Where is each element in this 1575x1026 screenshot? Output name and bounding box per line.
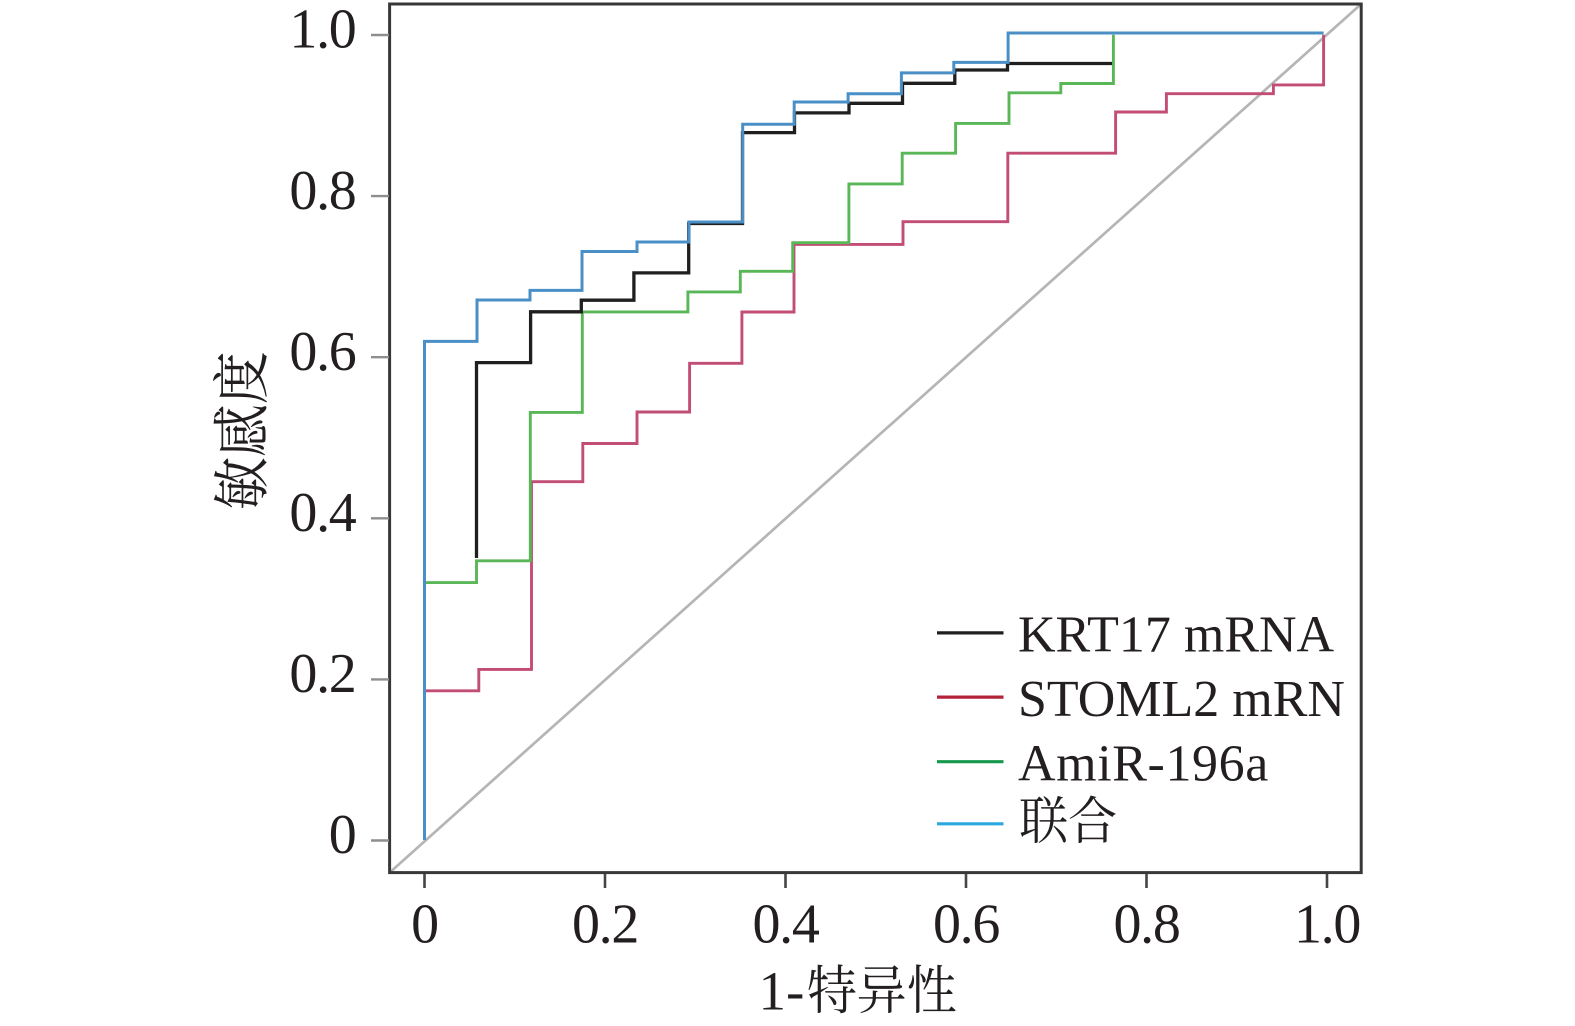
svg-text:STOML2 mRN: STOML2 mRN: [1018, 671, 1345, 728]
svg-text:1-: 1-: [759, 961, 805, 1022]
svg-text:KRT17 mRNA: KRT17 mRNA: [1018, 607, 1335, 664]
svg-text:0: 0: [329, 804, 356, 866]
svg-text:AmiR-196a: AmiR-196a: [1018, 735, 1269, 792]
svg-text:1.0: 1.0: [289, 0, 355, 61]
svg-text:0.4: 0.4: [289, 482, 356, 544]
svg-text:0.2: 0.2: [572, 894, 638, 956]
svg-text:0: 0: [411, 894, 438, 956]
svg-text:0.4: 0.4: [752, 894, 819, 956]
svg-text:0.6: 0.6: [933, 894, 999, 956]
svg-text:0.8: 0.8: [289, 160, 355, 222]
svg-text:1.0: 1.0: [1294, 894, 1360, 956]
svg-text:0.2: 0.2: [289, 643, 355, 705]
svg-text:0.6: 0.6: [289, 321, 355, 383]
svg-text:0.8: 0.8: [1113, 894, 1179, 956]
